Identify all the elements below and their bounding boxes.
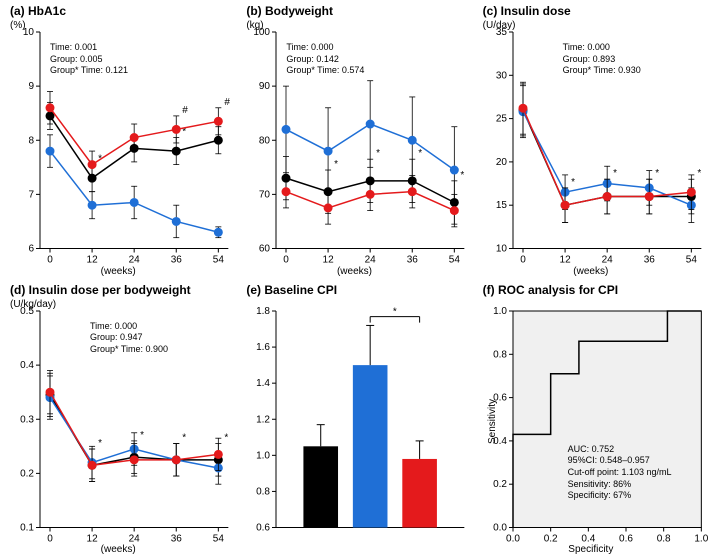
svg-text:0.4: 0.4 bbox=[581, 533, 595, 544]
panel-f-xlabel: Specificity bbox=[568, 544, 613, 555]
svg-text:0: 0 bbox=[47, 255, 53, 266]
svg-text:54: 54 bbox=[213, 533, 225, 544]
svg-text:12: 12 bbox=[87, 255, 99, 266]
panel-d-xunit: (weeks) bbox=[101, 544, 136, 555]
svg-text:7: 7 bbox=[28, 189, 34, 200]
svg-text:*: * bbox=[393, 306, 397, 317]
svg-text:0.1: 0.1 bbox=[20, 522, 34, 533]
svg-text:*: * bbox=[655, 168, 659, 179]
svg-text:0.3: 0.3 bbox=[20, 414, 34, 425]
panel-f-annot: AUC: 0.75295%CI: 0.548–0.957Cut-off poin… bbox=[568, 444, 672, 502]
panel-c-title: (c) Insulin dose bbox=[483, 4, 571, 18]
svg-text:0.0: 0.0 bbox=[493, 522, 507, 533]
svg-text:*: * bbox=[571, 177, 575, 188]
svg-text:60: 60 bbox=[259, 244, 271, 255]
svg-text:12: 12 bbox=[87, 533, 99, 544]
svg-text:*: * bbox=[419, 148, 423, 159]
panel-f: (f) ROC analysis for CPI 0.0 0.2 0.4 0.6 0.8 1… bbox=[473, 279, 709, 557]
svg-text:54: 54 bbox=[213, 255, 225, 266]
panel-a-xunit: (weeks) bbox=[101, 266, 136, 277]
svg-text:9: 9 bbox=[28, 81, 34, 92]
panel-c-xunit: (weeks) bbox=[573, 266, 608, 277]
svg-text:54: 54 bbox=[449, 255, 461, 266]
svg-text:*: * bbox=[613, 168, 617, 179]
panel-b-xunit: (weeks) bbox=[337, 266, 372, 277]
panel-d-yunit: (U/kg/day) bbox=[10, 299, 56, 310]
svg-text:*: * bbox=[98, 438, 102, 449]
svg-text:70: 70 bbox=[259, 189, 271, 200]
panel-c-stats: Time: 0.000Group: 0.893Group* Time: 0.93… bbox=[563, 42, 641, 77]
svg-text:*: * bbox=[140, 429, 144, 440]
svg-text:1.0: 1.0 bbox=[694, 533, 708, 544]
svg-text:#: # bbox=[182, 105, 188, 116]
panel-d-title: (d) Insulin dose per bodyweight bbox=[10, 283, 191, 297]
svg-text:0.4: 0.4 bbox=[20, 360, 34, 371]
svg-text:*: * bbox=[376, 148, 380, 159]
panel-e-title: (e) Baseline CPI bbox=[246, 283, 337, 297]
panel-d-stats: Time: 0.000Group: 0.947Group* Time: 0.90… bbox=[90, 321, 168, 356]
panel-b: (b) Bodyweight(kg)60708090100012243654**… bbox=[236, 0, 472, 279]
svg-text:*: * bbox=[224, 432, 228, 443]
svg-text:0.2: 0.2 bbox=[20, 468, 34, 479]
svg-text:24: 24 bbox=[601, 255, 613, 266]
svg-text:12: 12 bbox=[559, 255, 571, 266]
svg-text:36: 36 bbox=[643, 255, 655, 266]
svg-text:20: 20 bbox=[496, 157, 508, 168]
svg-text:*: * bbox=[461, 170, 465, 181]
panel-c-yunit: (U/day) bbox=[483, 20, 516, 31]
svg-text:90: 90 bbox=[259, 81, 271, 92]
svg-text:30: 30 bbox=[496, 70, 508, 81]
panel-f-title: (f) ROC analysis for CPI bbox=[483, 283, 618, 297]
svg-text:36: 36 bbox=[407, 255, 419, 266]
panel-f-ylabel: Sensitivity bbox=[487, 399, 498, 444]
svg-text:*: * bbox=[334, 159, 338, 170]
svg-text:36: 36 bbox=[171, 255, 183, 266]
panel-a-yunit: (%) bbox=[10, 20, 26, 31]
svg-text:6: 6 bbox=[28, 244, 34, 255]
svg-text:12: 12 bbox=[323, 255, 335, 266]
panel-d: (d) Insulin dose per bodyweight (U/kg/day… bbox=[0, 279, 236, 557]
svg-text:8: 8 bbox=[28, 135, 34, 146]
panel-e: (e) Baseline CPI 0.6 0.8 1.0 1.2 1.4 1.6 1.8 * bbox=[236, 279, 472, 557]
svg-text:0: 0 bbox=[47, 533, 53, 544]
svg-text:1.6: 1.6 bbox=[256, 342, 270, 353]
svg-text:24: 24 bbox=[129, 533, 141, 544]
svg-text:*: * bbox=[182, 432, 186, 443]
svg-text:1.4: 1.4 bbox=[256, 378, 270, 389]
svg-text:1.0: 1.0 bbox=[256, 450, 270, 461]
svg-text:0: 0 bbox=[520, 255, 526, 266]
svg-text:0: 0 bbox=[284, 255, 290, 266]
svg-text:0.8: 0.8 bbox=[656, 533, 670, 544]
svg-text:24: 24 bbox=[129, 255, 141, 266]
svg-text:10: 10 bbox=[496, 244, 508, 255]
svg-text:36: 36 bbox=[171, 533, 183, 544]
svg-text:24: 24 bbox=[365, 255, 377, 266]
panel-a: (a) HbA1c(%)678910012243654**##(weeks)Ti… bbox=[0, 0, 236, 279]
svg-text:15: 15 bbox=[496, 200, 508, 211]
svg-text:#: # bbox=[224, 97, 230, 108]
svg-text:1.8: 1.8 bbox=[256, 306, 270, 317]
svg-text:80: 80 bbox=[259, 135, 271, 146]
svg-text:0.2: 0.2 bbox=[493, 479, 507, 490]
panel-a-title: (a) HbA1c bbox=[10, 4, 66, 18]
svg-text:*: * bbox=[697, 168, 701, 179]
svg-text:0.6: 0.6 bbox=[619, 533, 633, 544]
panel-a-stats: Time: 0.001Group: 0.005Group* Time: 0.12… bbox=[50, 42, 128, 77]
svg-text:0.8: 0.8 bbox=[256, 486, 270, 497]
svg-text:25: 25 bbox=[496, 114, 508, 125]
panel-b-stats: Time: 0.000Group: 0.142Group* Time: 0.57… bbox=[286, 42, 364, 77]
svg-text:0.8: 0.8 bbox=[493, 349, 507, 360]
panel-c: (c) Insulin dose(U/day)10152025303501224… bbox=[473, 0, 709, 279]
svg-text:0.2: 0.2 bbox=[543, 533, 557, 544]
svg-text:1.0: 1.0 bbox=[493, 306, 507, 317]
svg-text:1.2: 1.2 bbox=[256, 414, 270, 425]
panel-b-title: (b) Bodyweight bbox=[246, 4, 333, 18]
svg-text:0.0: 0.0 bbox=[506, 533, 520, 544]
svg-text:0.6: 0.6 bbox=[256, 522, 270, 533]
svg-text:54: 54 bbox=[685, 255, 697, 266]
panel-b-yunit: (kg) bbox=[246, 20, 263, 31]
